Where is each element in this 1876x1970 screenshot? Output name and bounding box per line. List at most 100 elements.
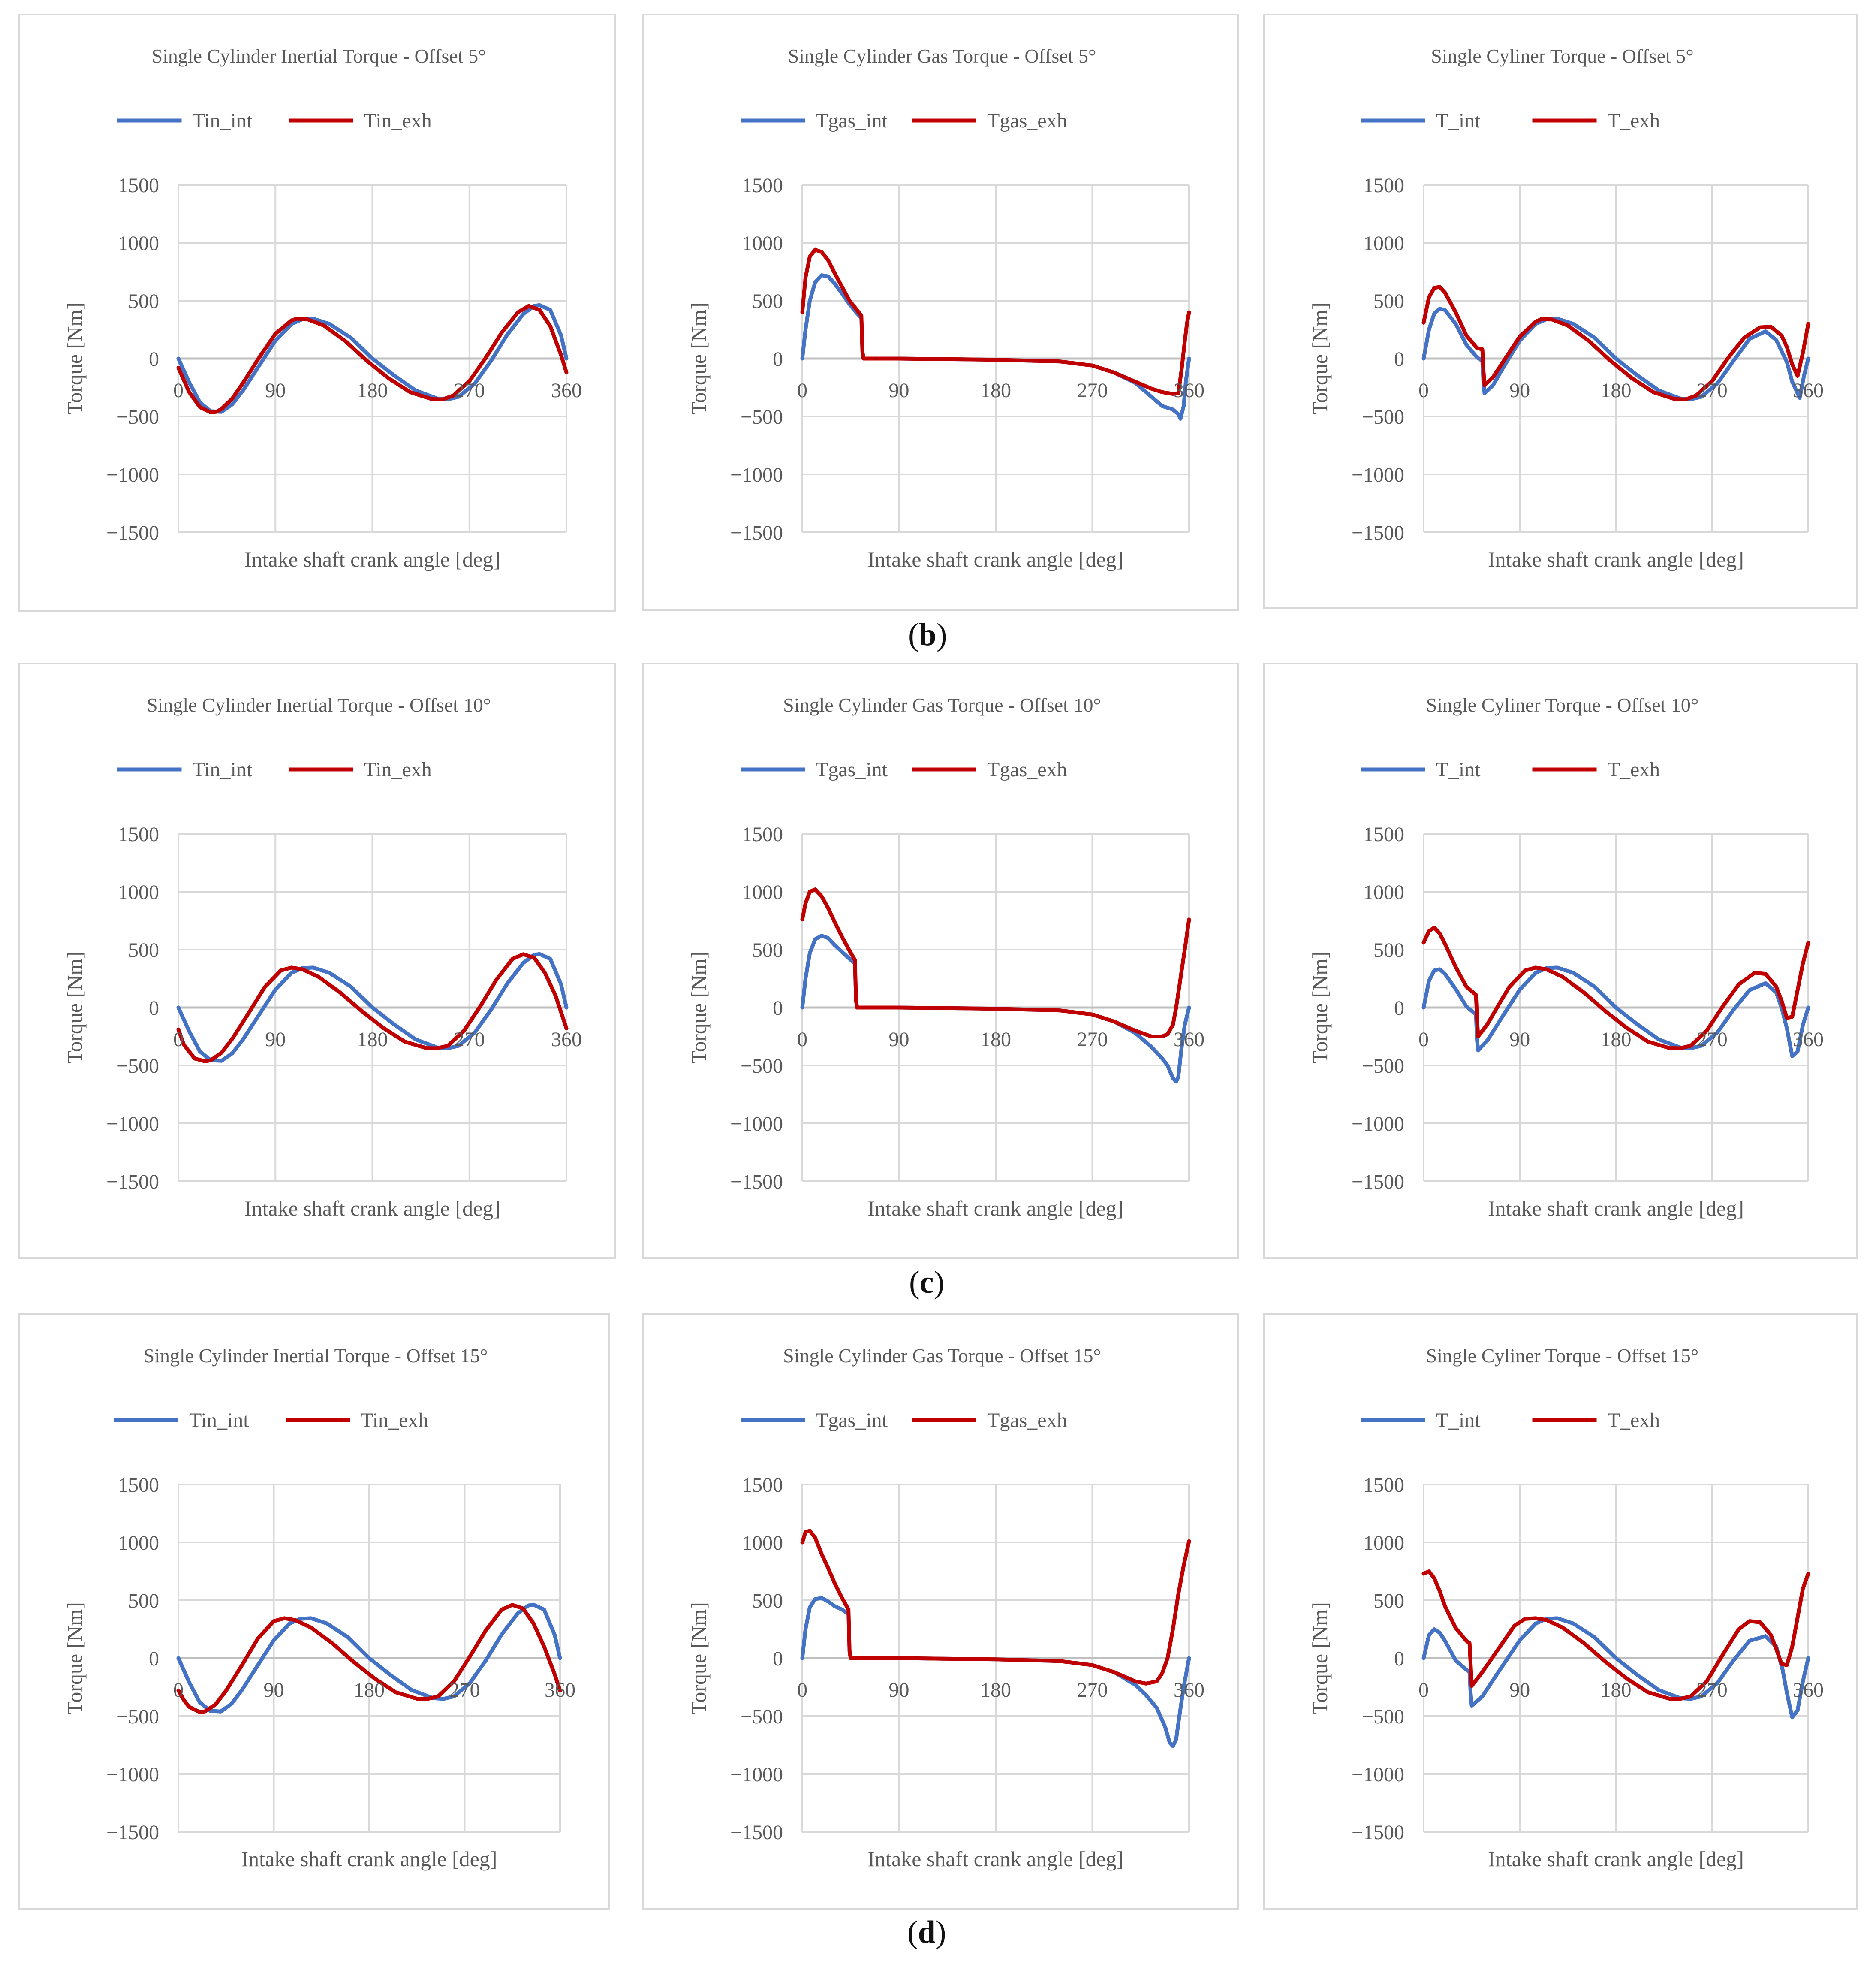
- y-axis-label: Torque [Nm]: [1308, 951, 1332, 1064]
- x-tick-label: 180: [980, 379, 1011, 402]
- x-tick-label: 270: [449, 1679, 480, 1702]
- legend-label: Tin_exh: [361, 1409, 428, 1432]
- chart-title: Single Cylinder Gas Torque - Offset 5°: [788, 45, 1096, 67]
- y-axis-label: Torque [Nm]: [63, 1602, 87, 1714]
- x-tick-label: 270: [1077, 379, 1108, 402]
- series-line-Tin_int: [176, 952, 569, 1063]
- y-tick-label: 1000: [1363, 1532, 1404, 1554]
- chart-panel: Single Cylinder Gas Torque - Offset 10° T…: [642, 663, 1239, 1259]
- legend-label: Tgas_exh: [987, 1409, 1067, 1432]
- x-tick-label: 0: [173, 379, 184, 402]
- x-tick-label: 360: [1793, 1679, 1824, 1702]
- chart-svg: Single Cylinder Gas Torque - Offset 15° T…: [687, 1345, 1204, 1871]
- y-tick-label: 1500: [1363, 174, 1404, 197]
- y-axis-label: Torque [Nm]: [1308, 1602, 1332, 1714]
- x-tick-label: 0: [797, 1028, 807, 1051]
- x-tick-label: 180: [357, 379, 388, 402]
- y-tick-label: 1500: [1363, 1474, 1404, 1496]
- x-tick-label: 360: [551, 1028, 582, 1051]
- series-line-T_int: [1421, 307, 1810, 401]
- row-label-b: (b): [908, 617, 947, 652]
- y-tick-label: 500: [1373, 290, 1404, 313]
- series-line-Tin_exh: [176, 304, 569, 414]
- x-axis-label: Intake shaft crank angle [deg]: [868, 1847, 1124, 1871]
- y-tick-label: 1000: [118, 881, 159, 904]
- y-tick-label: −1500: [1352, 1171, 1404, 1193]
- series-line-Tgas_exh: [800, 1529, 1191, 1686]
- series-line-T_int: [1421, 965, 1810, 1058]
- x-tick-label: 90: [889, 1679, 909, 1702]
- y-tick-label: 1500: [1363, 823, 1404, 846]
- series-line-Tin_int: [176, 303, 569, 414]
- x-axis-label: Intake shaft crank angle [deg]: [1488, 547, 1744, 571]
- y-tick-label: 0: [149, 1647, 159, 1670]
- y-tick-label: 500: [128, 939, 159, 962]
- x-tick-label: 270: [1697, 379, 1728, 402]
- y-tick-label: −1000: [730, 464, 783, 486]
- x-tick-label: 0: [797, 379, 807, 402]
- series-line-Tin_int: [176, 1602, 562, 1714]
- y-tick-label: 0: [1394, 348, 1404, 371]
- y-tick-label: 1000: [118, 232, 159, 255]
- y-tick-label: −500: [741, 1055, 783, 1077]
- legend-label: Tgas_exh: [987, 109, 1067, 132]
- x-tick-label: 90: [1509, 1028, 1530, 1051]
- x-axis-label: Intake shaft crank angle [deg]: [1488, 1847, 1744, 1871]
- x-tick-label: 180: [1601, 379, 1632, 402]
- legend-label: T_exh: [1608, 109, 1660, 132]
- x-tick-label: 270: [454, 1028, 485, 1051]
- legend-label: Tgas_exh: [987, 758, 1067, 781]
- row-label-c: (c): [909, 1265, 945, 1300]
- x-axis-label: Intake shaft crank angle [deg]: [241, 1847, 497, 1871]
- y-tick-label: −500: [741, 406, 783, 428]
- y-tick-label: 1500: [742, 174, 783, 197]
- y-tick-label: 0: [149, 348, 159, 371]
- y-tick-label: −1000: [1352, 1113, 1404, 1135]
- y-tick-label: −500: [117, 1705, 159, 1728]
- x-tick-label: 90: [889, 379, 909, 402]
- y-tick-label: 1500: [742, 1474, 783, 1496]
- x-tick-label: 180: [980, 1679, 1011, 1702]
- chart-svg: Single Cyliner Torque - Offset 15° T_int T…: [1308, 1345, 1824, 1871]
- legend-label: T_exh: [1608, 758, 1660, 781]
- legend-label: T_exh: [1608, 1409, 1660, 1432]
- chart-panel: Single Cyliner Torque - Offset 5° T_int T_…: [1263, 14, 1858, 609]
- y-tick-label: 1000: [118, 1532, 159, 1554]
- y-tick-label: −500: [1362, 1705, 1404, 1728]
- y-tick-label: −1500: [106, 1821, 159, 1844]
- y-tick-label: 500: [752, 290, 783, 313]
- y-tick-label: −1500: [730, 522, 783, 544]
- y-tick-label: 1500: [118, 823, 159, 846]
- legend-label: Tgas_int: [816, 109, 888, 132]
- chart-title: Single Cyliner Torque - Offset 10°: [1426, 694, 1699, 716]
- y-axis-label: Torque [Nm]: [1308, 302, 1332, 415]
- chart-title: Single Cylinder Inertial Torque - Offset…: [147, 694, 491, 716]
- row-label-d: (d): [907, 1915, 946, 1950]
- x-tick-label: 90: [1509, 1679, 1530, 1702]
- chart-panel: Single Cylinder Gas Torque - Offset 5° Tg…: [642, 14, 1239, 611]
- x-tick-label: 180: [1601, 1028, 1632, 1051]
- y-tick-label: 500: [128, 1590, 159, 1612]
- chart-title: Single Cylinder Gas Torque - Offset 10°: [783, 694, 1101, 716]
- y-tick-label: 500: [752, 1590, 783, 1612]
- x-tick-label: 270: [1077, 1679, 1108, 1702]
- legend-label: T_int: [1436, 1409, 1481, 1432]
- chart-svg: Single Cyliner Torque - Offset 5° T_int T_…: [1308, 45, 1824, 571]
- legend-label: Tin_int: [193, 109, 253, 132]
- y-tick-label: 1000: [1363, 881, 1404, 904]
- y-tick-label: 1500: [118, 174, 159, 197]
- y-tick-label: 0: [149, 997, 159, 1020]
- x-tick-label: 270: [1697, 1028, 1728, 1051]
- legend-label: T_int: [1436, 758, 1481, 781]
- legend-label: Tgas_int: [816, 758, 888, 781]
- chart-panel: Single Cylinder Inertial Torque - Offset…: [18, 663, 616, 1259]
- x-tick-label: 180: [1601, 1679, 1632, 1702]
- y-tick-label: 1000: [1363, 232, 1404, 255]
- x-tick-label: 90: [264, 1679, 284, 1702]
- x-tick-label: 180: [354, 1679, 385, 1702]
- series-line-Tgas_exh: [800, 247, 1191, 396]
- x-tick-label: 360: [551, 379, 582, 402]
- chart-title: Single Cyliner Torque - Offset 5°: [1431, 45, 1694, 67]
- x-tick-label: 90: [1509, 379, 1530, 402]
- x-axis-label: Intake shaft crank angle [deg]: [868, 547, 1124, 571]
